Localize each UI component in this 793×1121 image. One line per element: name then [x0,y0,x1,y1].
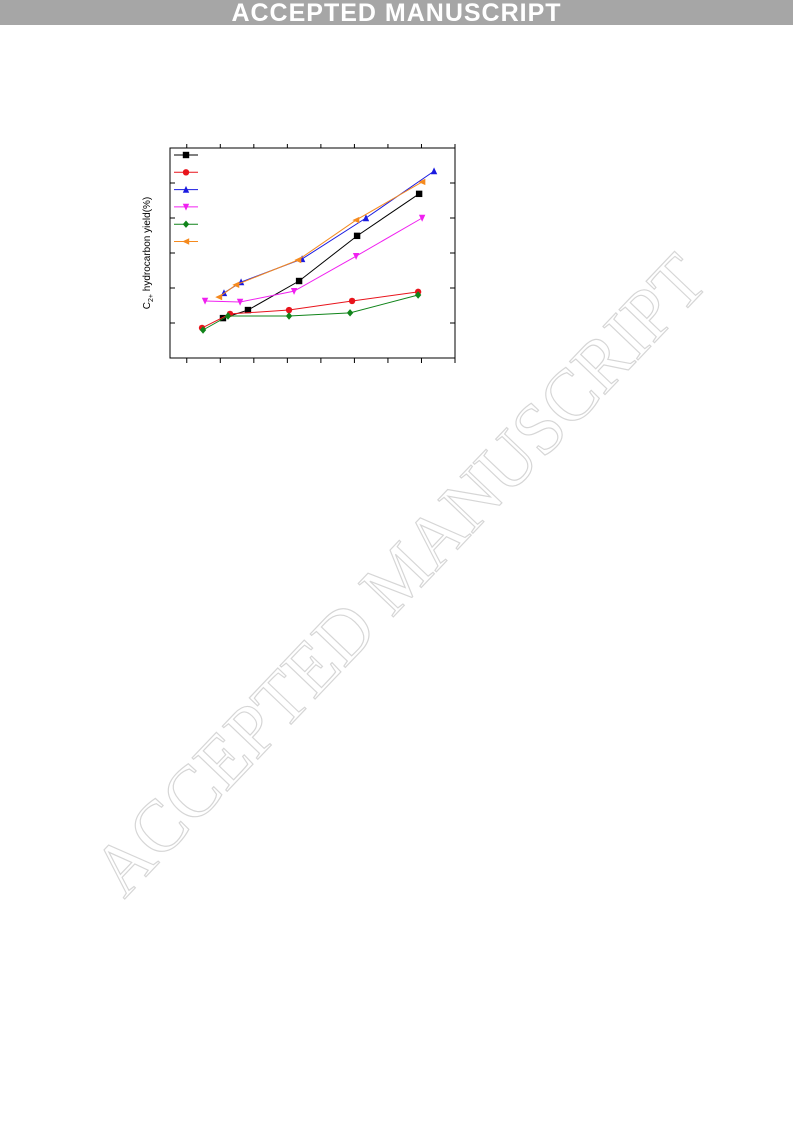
marker [295,277,303,285]
marker [418,214,426,222]
plot-frame [169,147,456,359]
marker [182,169,190,176]
y-label-main: C [142,302,153,309]
marker [182,238,190,245]
marker [215,293,223,301]
marker [290,287,298,295]
series-line [205,217,423,303]
marker [415,190,423,198]
marker [418,178,426,186]
marker [199,326,207,334]
series-line [223,170,435,294]
marker [182,220,190,228]
series-line [202,294,419,331]
marker [414,291,422,299]
y-label-rest: hydrocarbon yield(%) [142,197,153,294]
marker [294,256,302,264]
marker [352,252,360,260]
banner: ACCEPTED MANUSCRIPT [0,0,793,26]
watermark: ACCEPTED MANUSCRIPT [77,239,723,911]
marker [244,306,252,314]
series-line [201,291,419,329]
series-line [218,181,423,298]
marker [236,298,244,306]
marker [182,151,190,159]
marker [285,312,293,320]
y-label-sub: 2+ [148,294,155,302]
marker [348,297,356,305]
marker [362,214,370,222]
marker [285,306,293,314]
marker [353,232,361,240]
marker [219,314,227,322]
marker [352,216,360,224]
marker [201,297,209,305]
marker [232,281,240,289]
marker [182,185,190,193]
marker [430,167,438,175]
marker [182,203,190,211]
marker [224,312,232,320]
marker [346,309,354,317]
y-axis-label: C2+ hydrocarbon yield(%) [142,197,155,309]
